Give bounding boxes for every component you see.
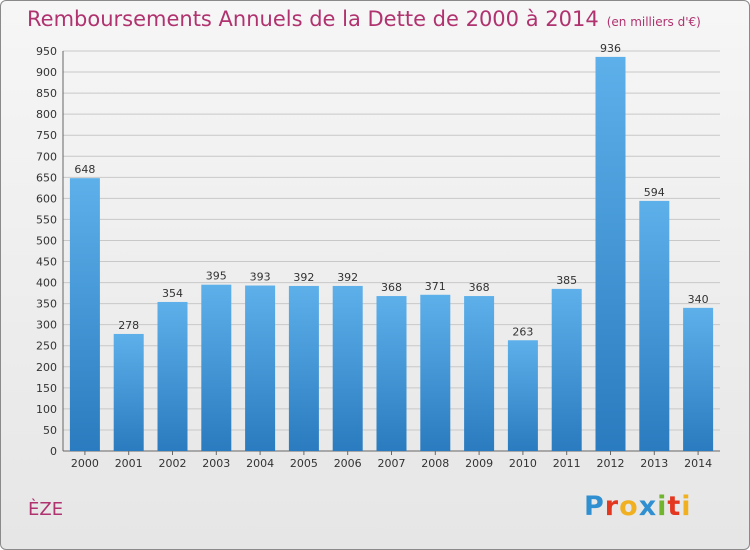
bar <box>201 284 232 451</box>
x-tick-label: 2007 <box>378 457 406 470</box>
data-label: 278 <box>118 319 139 332</box>
x-tick-label: 2014 <box>684 457 712 470</box>
chart-title: Remboursements Annuels de la Dette de 20… <box>27 7 701 31</box>
data-label: 385 <box>556 274 577 287</box>
data-label: 393 <box>250 271 271 284</box>
bar <box>507 340 538 451</box>
data-label: 936 <box>600 42 621 55</box>
bar <box>464 296 495 451</box>
bar <box>420 294 451 451</box>
bar <box>113 333 144 451</box>
y-tick-label: 150 <box>36 382 57 395</box>
data-label: 392 <box>337 271 358 284</box>
y-tick-label: 350 <box>36 298 57 311</box>
y-tick-label: 300 <box>36 319 57 332</box>
y-tick-label: 900 <box>36 66 57 79</box>
x-tick-label: 2002 <box>159 457 187 470</box>
x-tick-label: 2008 <box>421 457 449 470</box>
x-tick-label: 2006 <box>334 457 362 470</box>
y-tick-label: 200 <box>36 361 57 374</box>
y-tick-label: 550 <box>36 213 57 226</box>
x-tick-label: 2004 <box>246 457 274 470</box>
brand-letter: i <box>681 491 692 522</box>
brand-letter: r <box>604 491 620 522</box>
x-tick-label: 2001 <box>115 457 143 470</box>
y-tick-label: 450 <box>36 256 57 269</box>
data-label: 368 <box>381 281 402 294</box>
data-label: 371 <box>425 280 446 293</box>
bar <box>595 56 626 451</box>
bar <box>288 285 319 451</box>
data-label: 648 <box>74 163 95 176</box>
y-tick-label: 600 <box>36 192 57 205</box>
y-tick-label: 500 <box>36 234 57 247</box>
y-tick-label: 850 <box>36 87 57 100</box>
x-tick-label: 2012 <box>597 457 625 470</box>
y-tick-label: 250 <box>36 340 57 353</box>
brand-letter: i <box>657 491 668 522</box>
data-label: 263 <box>512 325 533 338</box>
y-tick-label: 0 <box>50 445 57 458</box>
x-tick-label: 2000 <box>71 457 99 470</box>
x-tick-label: 2013 <box>640 457 668 470</box>
x-tick-label: 2003 <box>202 457 230 470</box>
bar <box>157 301 188 451</box>
y-tick-label: 100 <box>36 403 57 416</box>
city-name: ÈZE <box>28 499 64 520</box>
data-label: 395 <box>206 270 227 283</box>
data-label: 594 <box>644 186 665 199</box>
y-tick-label: 750 <box>36 129 57 142</box>
brand-letter: x <box>638 491 658 522</box>
data-label: 340 <box>688 293 709 306</box>
brand-letter: t <box>667 491 682 522</box>
brand-logo: Proxiti <box>584 491 692 522</box>
unit-label: (en milliers d'€) <box>606 15 701 29</box>
bar <box>639 200 670 451</box>
bar <box>376 296 407 451</box>
y-tick-label: 400 <box>36 277 57 290</box>
x-tick-label: 2005 <box>290 457 318 470</box>
bar <box>245 285 276 451</box>
bar <box>69 178 100 451</box>
title-text: Remboursements Annuels de la Dette de 20… <box>27 7 599 31</box>
y-tick-label: 50 <box>43 424 57 437</box>
bar <box>683 307 714 451</box>
data-label: 392 <box>293 271 314 284</box>
y-tick-label: 800 <box>36 108 57 121</box>
x-tick-label: 2010 <box>509 457 537 470</box>
brand-letter: o <box>619 491 639 522</box>
data-label: 354 <box>162 287 183 300</box>
brand-letter: P <box>584 491 605 522</box>
y-tick-label: 650 <box>36 171 57 184</box>
y-tick-label: 700 <box>36 150 57 163</box>
x-tick-label: 2009 <box>465 457 493 470</box>
bar <box>332 285 363 451</box>
y-tick-label: 950 <box>36 45 57 58</box>
bar <box>551 288 582 451</box>
x-tick-label: 2011 <box>553 457 581 470</box>
data-label: 368 <box>469 281 490 294</box>
